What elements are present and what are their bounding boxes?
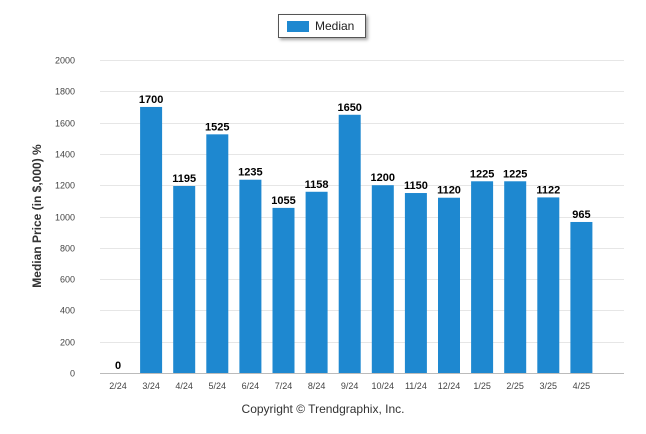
bar[interactable]	[272, 207, 295, 373]
x-tick-label: 4/24	[175, 381, 193, 391]
y-tick-label: 1800	[55, 87, 75, 97]
x-tick-label: 4/25	[573, 381, 591, 391]
bar[interactable]	[371, 185, 394, 373]
bar[interactable]	[537, 197, 560, 373]
x-tick-label: 5/24	[209, 381, 227, 391]
y-tick-label: 1400	[55, 150, 75, 160]
bar[interactable]	[438, 197, 460, 373]
legend-label: Median	[315, 19, 355, 33]
data-label: 1158	[305, 179, 329, 191]
bar[interactable]	[140, 106, 163, 373]
bar[interactable]	[504, 181, 527, 373]
x-tick-label: 6/24	[242, 381, 260, 391]
y-tick-label: 1200	[55, 181, 75, 191]
x-tick-label: 1/25	[473, 381, 491, 391]
data-label: 1700	[139, 94, 163, 106]
x-tick-label: 11/24	[405, 381, 427, 391]
bar[interactable]	[239, 179, 262, 373]
bar[interactable]	[305, 191, 328, 373]
data-label: 1525	[205, 121, 229, 133]
bar[interactable]	[338, 114, 361, 374]
data-label: 1200	[371, 172, 395, 184]
y-axis-label: Median Price (in $,000) %	[30, 144, 44, 288]
data-label: 0	[115, 360, 121, 372]
y-tick-label: 600	[60, 275, 75, 285]
x-tick-label: 8/24	[308, 381, 326, 391]
data-label: 1120	[437, 185, 461, 197]
y-tick-label: 800	[60, 244, 75, 254]
copyright-footer: Copyright © Trendgraphix, Inc.	[241, 402, 405, 416]
data-label: 1235	[238, 167, 262, 179]
bar[interactable]	[173, 185, 196, 373]
x-tick-label: 10/24	[372, 381, 395, 391]
x-axis-ticks: 2/24 3/24 4/24 5/24 6/24 7/24 8/24 9/24 10/24 11/…	[109, 381, 590, 391]
x-tick-label: 3/24	[142, 381, 160, 391]
x-tick-label: 3/25	[540, 381, 558, 391]
y-tick-label: 400	[60, 306, 75, 316]
data-label: 965	[572, 209, 590, 221]
data-label: 1150	[404, 180, 428, 192]
x-tick-label: 2/25	[506, 381, 524, 391]
y-tick-label: 200	[60, 338, 75, 348]
y-tick-label: 2000	[55, 56, 75, 66]
data-labels: 0 1700 1195 1525 1235 1055 1158 1650 1200 1150 112…	[115, 94, 591, 372]
data-label: 1055	[271, 195, 295, 207]
y-axis-ticks: 0 200 400 600 800 1000 1200 1400 1600 1800 2000	[55, 56, 75, 379]
bars	[140, 106, 593, 374]
bar[interactable]	[471, 181, 494, 373]
bar[interactable]	[570, 221, 593, 373]
legend[interactable]: Median	[278, 14, 366, 38]
x-tick-label: 9/24	[341, 381, 359, 391]
x-tick-label: 7/24	[275, 381, 293, 391]
data-label: 1650	[337, 102, 361, 114]
y-tick-label: 0	[70, 369, 75, 379]
data-label: 1225	[503, 168, 527, 180]
data-label: 1122	[536, 184, 560, 196]
y-tick-label: 1000	[55, 213, 75, 223]
data-label: 1225	[470, 168, 494, 180]
bar[interactable]	[404, 193, 427, 373]
legend-swatch	[287, 20, 309, 32]
y-tick-label: 1600	[55, 119, 75, 129]
data-label: 1195	[172, 173, 196, 185]
x-tick-label: 12/24	[438, 381, 461, 391]
x-tick-label: 2/24	[109, 381, 127, 391]
bar[interactable]	[206, 134, 229, 373]
